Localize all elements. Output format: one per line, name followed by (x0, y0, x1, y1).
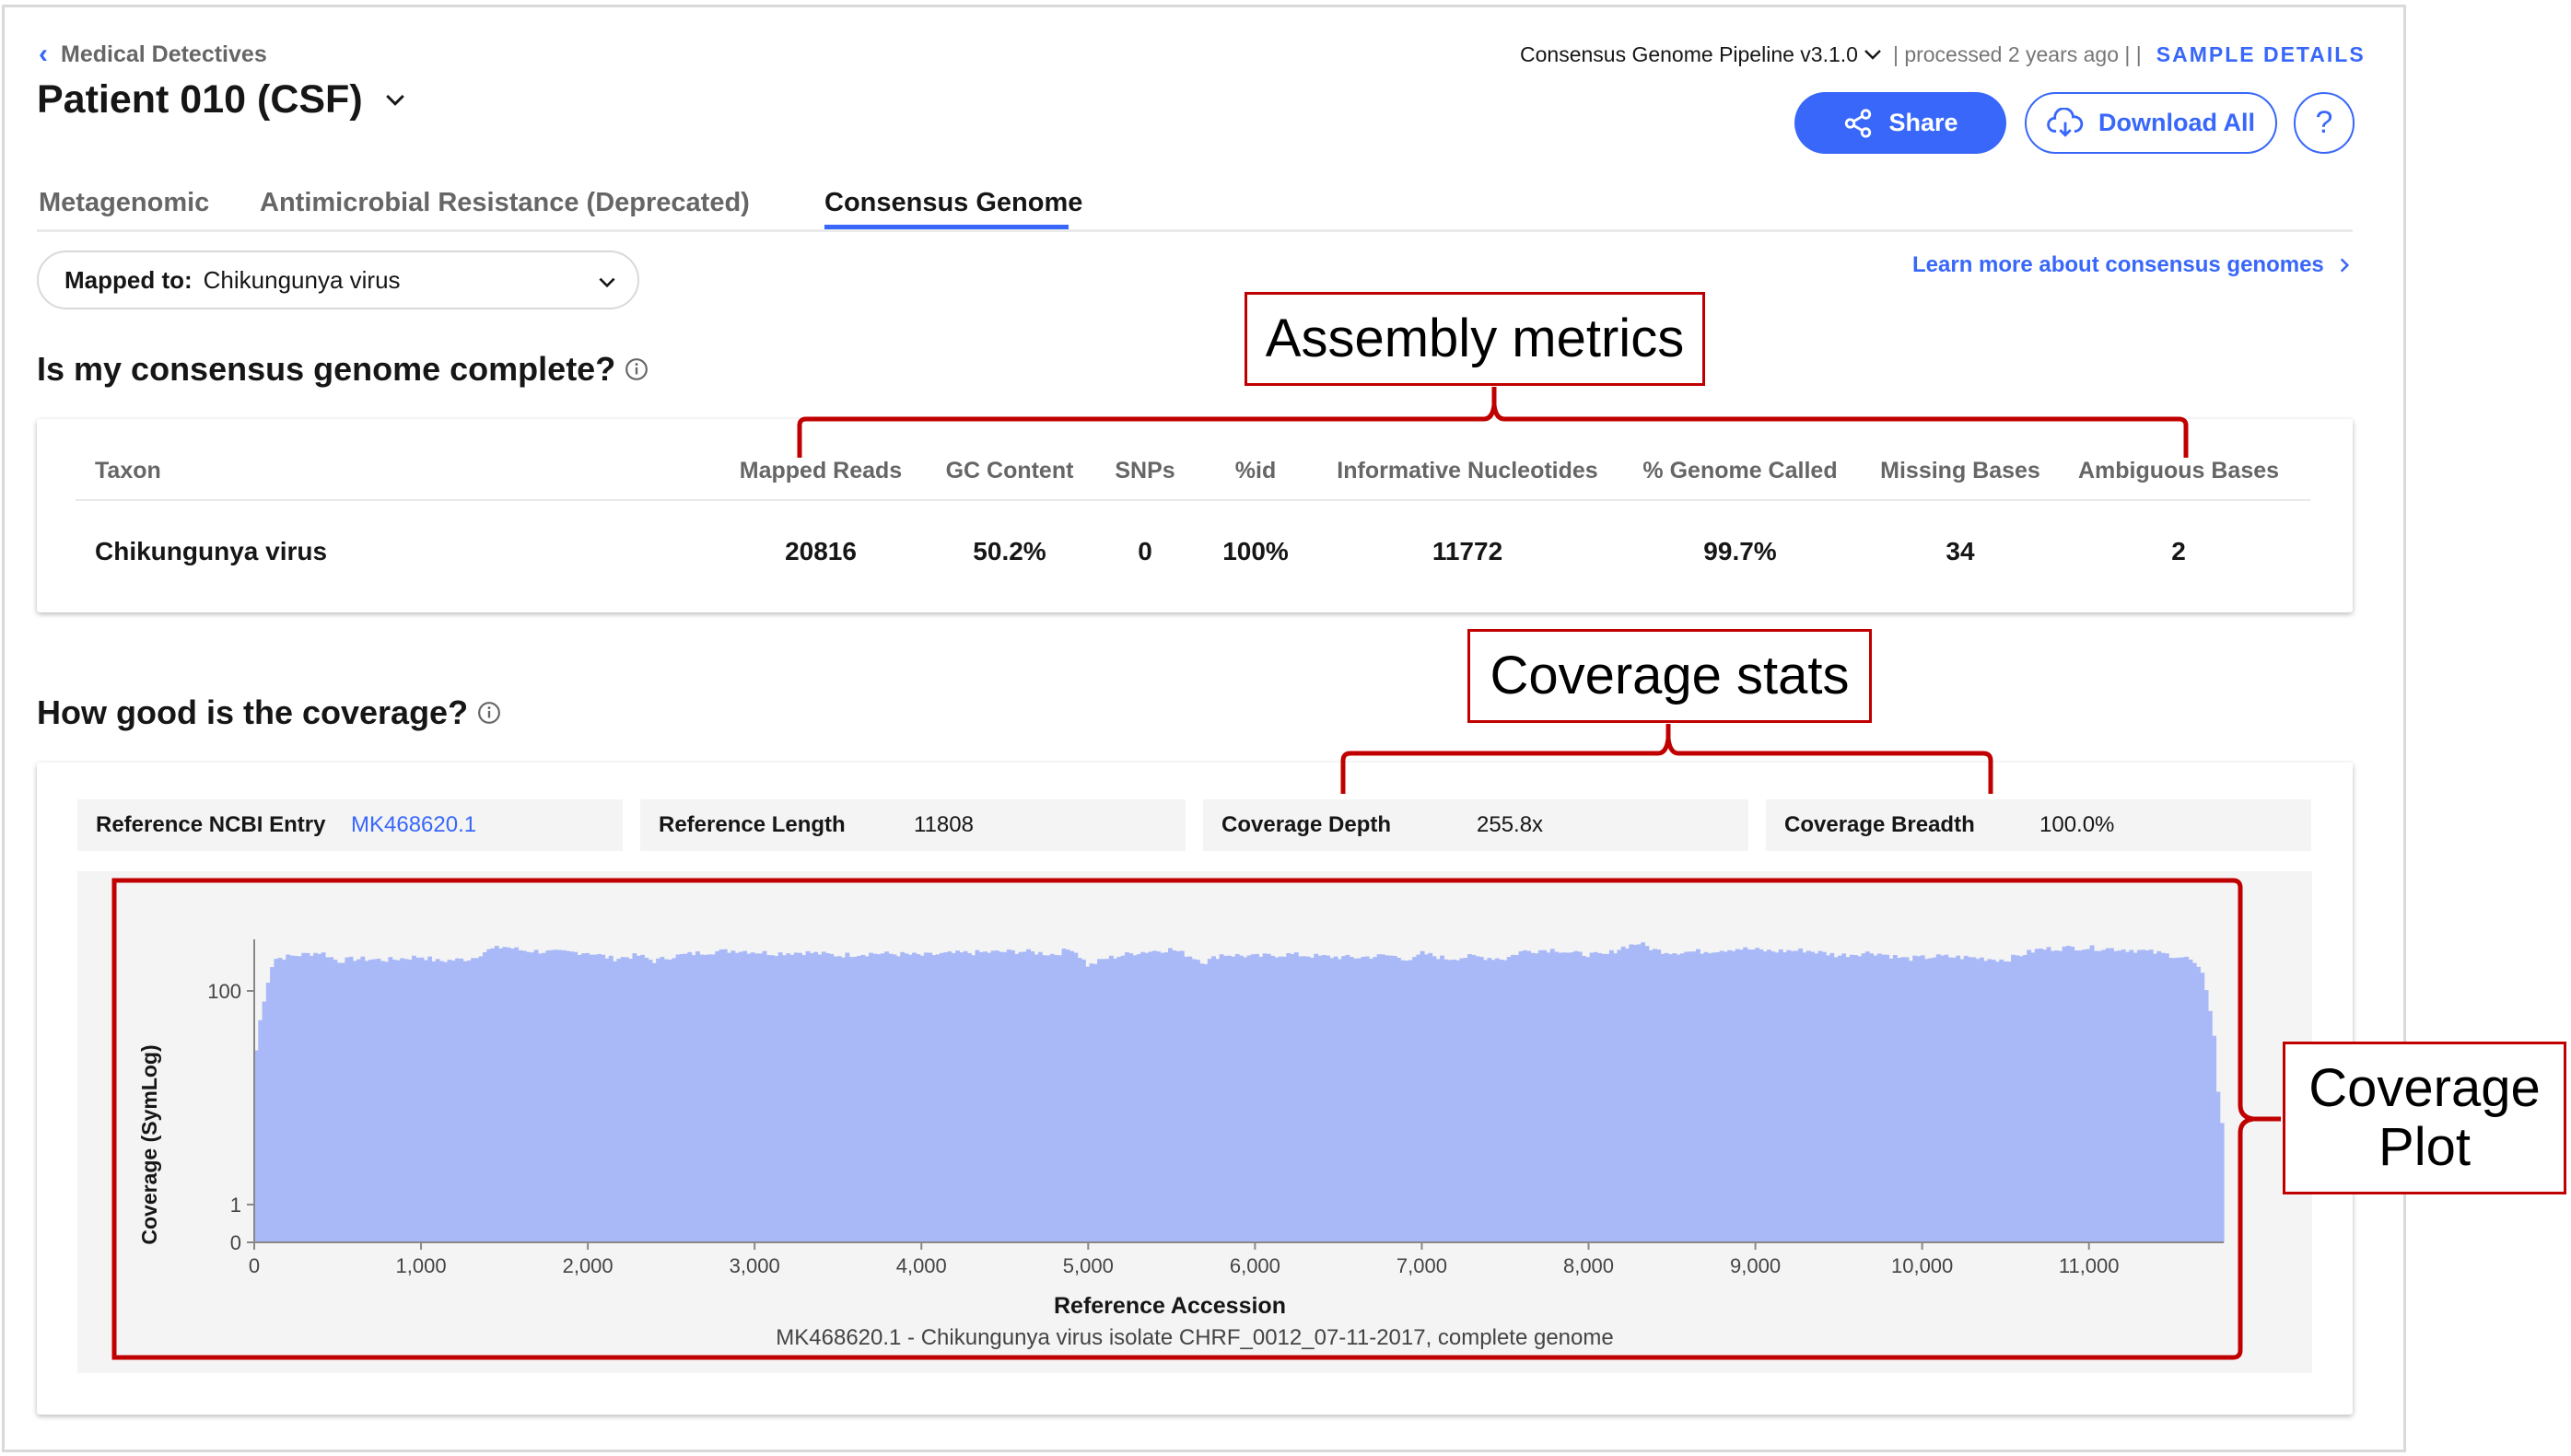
mapped-to-label: Mapped to: (64, 265, 193, 294)
table-cell: 20816 (785, 537, 857, 565)
tab-antimicrobial-resistance[interactable]: Antimicrobial Resistance (Deprecated) (260, 188, 750, 217)
info-icon[interactable] (477, 701, 501, 725)
column-header[interactable]: Taxon (95, 458, 161, 483)
chevron-down-icon (1864, 49, 1881, 60)
stat-key: Reference Length (659, 812, 846, 837)
learn-more-label: Learn more about consensus genomes (1912, 252, 2324, 277)
share-button[interactable]: Share (1794, 92, 2006, 154)
stat-coverage-breadth: Coverage Breadth 100.0% (1766, 799, 2311, 851)
assembly-metrics-table: Taxon Mapped Reads GC Content SNPs %id I… (37, 419, 2353, 612)
back-link-label: Medical Detectives (61, 41, 267, 67)
coverage-card: Reference NCBI Entry MK468620.1 Referenc… (37, 763, 2353, 1415)
table-cell: 11772 (1432, 537, 1503, 565)
stat-key: Coverage Depth (1221, 812, 1392, 837)
mapped-to-value: Chikungunya virus (203, 265, 401, 294)
chevron-right-icon (2340, 258, 2349, 273)
table-cell: 99.7% (1703, 537, 1777, 565)
stat-reference-entry: Reference NCBI Entry MK468620.1 (77, 799, 623, 851)
download-all-label: Download All (2098, 109, 2255, 136)
stat-coverage-depth: Coverage Depth 255.8x (1203, 799, 1748, 851)
annotation-assembly-metrics: Assembly metrics (1245, 292, 1705, 386)
coverage-title: How good is the coverage? (37, 693, 501, 732)
completeness-title-text: Is my consensus genome complete? (37, 350, 616, 388)
table-cell-taxon: Chikungunya virus (95, 537, 328, 565)
column-header[interactable]: Ambiguous Bases (2077, 458, 2280, 483)
row-divider (76, 499, 2310, 501)
coverage-title-text: How good is the coverage? (37, 693, 469, 731)
table-cell: 34 (1946, 537, 1975, 565)
chevron-down-icon (599, 277, 615, 288)
column-header[interactable]: GC Content (945, 458, 1074, 483)
table-cell: 2 (2171, 537, 2186, 565)
tab-bar: Metagenomic Antimicrobial Resistance (De… (37, 184, 2353, 232)
column-header[interactable]: SNPs (1115, 458, 1175, 483)
help-button[interactable]: ? (2294, 92, 2355, 154)
sample-details-link[interactable]: SAMPLE DETAILS (2156, 42, 2366, 66)
chevron-left-icon: ‹ (39, 39, 48, 69)
info-icon[interactable] (625, 357, 649, 381)
tab-consensus-genome[interactable]: Consensus Genome (824, 188, 1083, 217)
annotation-coverage-plot: Coverage Plot (2283, 1042, 2566, 1194)
download-all-button[interactable]: Download All (2025, 92, 2277, 154)
stat-key: Coverage Breadth (1784, 812, 1975, 837)
column-header[interactable]: Missing Bases (1880, 458, 2040, 483)
column-header[interactable]: Informative Nucleotides (1337, 458, 1598, 483)
stat-reference-length: Reference Length 11808 (640, 799, 1186, 851)
sample-selector[interactable]: Patient 010 (CSF) (37, 77, 409, 122)
reference-entry-link[interactable]: MK468620.1 (351, 812, 477, 837)
table-cell: 100% (1222, 537, 1289, 565)
share-label: Share (1888, 109, 1958, 136)
annotation-coverage-stats: Coverage stats (1467, 629, 1872, 723)
pipeline-info: Consensus Genome Pipeline v3.1.0 | proce… (1520, 42, 2366, 67)
share-icon (1845, 108, 1872, 138)
pipeline-version-dropdown[interactable]: Consensus Genome Pipeline v3.1.0 (1520, 42, 1884, 67)
column-header[interactable]: %id (1234, 458, 1277, 483)
stat-key: Reference NCBI Entry (96, 812, 326, 837)
coverage-plot-area (77, 871, 2312, 1373)
completeness-title: Is my consensus genome complete? (37, 350, 649, 389)
pipeline-version: Consensus Genome Pipeline v3.1.0 (1520, 42, 1858, 66)
mapped-to-dropdown[interactable]: Mapped to: Chikungunya virus (37, 250, 639, 309)
chevron-down-icon (385, 94, 404, 106)
stat-value: 11808 (914, 812, 974, 837)
table-cell: 50.2% (973, 537, 1046, 565)
back-link[interactable]: ‹ Medical Detectives (39, 41, 267, 68)
help-icon: ? (2315, 105, 2333, 140)
processed-time: | processed 2 years ago | | (1892, 42, 2142, 66)
table-cell: 0 (1138, 537, 1152, 565)
tab-metagenomic[interactable]: Metagenomic (39, 188, 210, 217)
column-header[interactable]: Mapped Reads (739, 458, 903, 483)
cloud-download-icon (2047, 107, 2084, 137)
page-title: Patient 010 (CSF) (37, 77, 363, 122)
active-tab-indicator (824, 225, 1069, 229)
stat-value: 255.8x (1477, 812, 1544, 837)
stat-value: 100.0% (2039, 812, 2115, 837)
column-header[interactable]: % Genome Called (1642, 458, 1838, 483)
learn-more-link[interactable]: Learn more about consensus genomes (1912, 252, 2354, 278)
